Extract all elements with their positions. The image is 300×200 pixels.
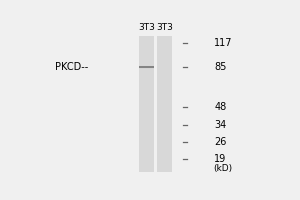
Text: 3T3: 3T3	[157, 23, 173, 32]
Text: 3T3: 3T3	[138, 23, 155, 32]
Text: PKCD--: PKCD--	[56, 62, 89, 72]
Bar	[139, 67, 154, 68]
Bar	[139, 65, 154, 66]
Text: 34: 34	[214, 120, 226, 130]
Bar	[139, 66, 154, 67]
Bar	[139, 36, 154, 172]
Bar	[139, 70, 154, 71]
Text: 19: 19	[214, 154, 226, 164]
Bar	[157, 36, 172, 172]
Bar	[139, 64, 154, 65]
Text: 85: 85	[214, 62, 226, 72]
Text: 26: 26	[214, 137, 226, 147]
Bar	[139, 64, 154, 65]
Bar	[139, 68, 154, 69]
Text: (kD): (kD)	[213, 164, 232, 173]
Bar	[139, 68, 154, 69]
Text: 117: 117	[214, 38, 233, 48]
Bar	[139, 69, 154, 70]
Text: 48: 48	[214, 102, 226, 112]
